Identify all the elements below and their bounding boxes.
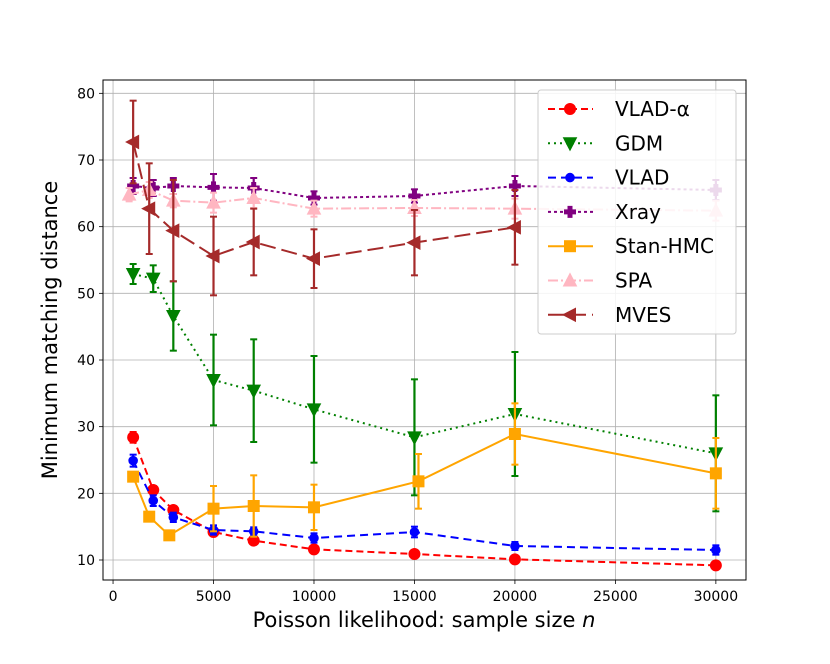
data-point — [409, 527, 420, 537]
data-point — [508, 428, 521, 440]
axis-ticks: 0 5000 10000 15000 20000 25000 30000 10 20 30 40 50… — [77, 86, 738, 605]
gridlines — [103, 80, 746, 580]
data-point — [143, 510, 156, 523]
legend-marker — [564, 240, 576, 253]
data-point — [206, 374, 221, 389]
data-point — [305, 251, 320, 266]
y-tick-label: 20 — [77, 486, 95, 502]
data-point — [205, 248, 220, 264]
legend-marker — [562, 137, 578, 152]
data-point — [121, 186, 137, 201]
y-tick-label: 70 — [77, 153, 95, 169]
data-point — [709, 559, 722, 572]
data-point — [709, 467, 722, 480]
data-point — [148, 495, 159, 506]
legend: VLAD-α GDM VLAD Xray Stan-HMC SPA MVES — [537, 89, 737, 335]
legend-marker — [562, 272, 578, 287]
data-point — [145, 272, 161, 287]
x-axis-label-text: Poisson likelihood: sample size — [253, 608, 576, 632]
data-point — [206, 194, 221, 209]
data-point — [247, 500, 260, 512]
x-tick-label: 10000 — [292, 589, 337, 605]
data-point — [307, 192, 320, 204]
x-tick-label: 20000 — [493, 589, 538, 605]
data-point — [165, 223, 180, 238]
data-point — [168, 512, 179, 523]
legend-label: MVES — [615, 303, 671, 327]
data-point — [506, 220, 521, 235]
legend-marker — [565, 172, 575, 183]
y-tick-label: 40 — [77, 353, 95, 369]
x-tick-label: 0 — [109, 589, 118, 605]
data-point — [307, 543, 320, 556]
data-point — [510, 541, 520, 551]
data-point — [306, 200, 322, 215]
legend-label: VLAD-α — [615, 97, 690, 121]
data-point — [141, 201, 156, 216]
plot-frame — [102, 79, 747, 581]
x-axis-label-variable: n — [582, 608, 595, 632]
data-point — [407, 431, 422, 446]
data-point — [408, 190, 421, 202]
data-point — [711, 545, 721, 555]
x-tick-label: 25000 — [593, 589, 638, 605]
y-tick-label: 50 — [77, 286, 95, 302]
legend-label: GDM — [615, 131, 663, 155]
series-4 — [127, 402, 722, 542]
legend-marker — [564, 103, 576, 115]
legend-marker — [561, 307, 576, 323]
legend-label: Stan-HMC — [615, 234, 714, 258]
data-point — [412, 475, 425, 488]
legend-label: SPA — [615, 269, 652, 293]
series-2 — [128, 453, 721, 556]
data-point — [406, 235, 421, 250]
y-tick-label: 30 — [77, 420, 95, 436]
legend-label: Xray — [615, 200, 661, 224]
data-point — [125, 268, 141, 283]
x-tick-label: 5000 — [196, 589, 232, 605]
data-point — [309, 533, 319, 543]
x-tick-label: 15000 — [392, 589, 437, 605]
data-point — [508, 553, 521, 566]
data-point — [207, 502, 220, 515]
data-point — [127, 470, 140, 483]
data-point — [246, 189, 262, 204]
data-point — [408, 548, 421, 560]
data-point — [306, 403, 322, 418]
legend-marker — [564, 205, 576, 218]
data-point — [128, 455, 138, 466]
series-line — [132, 460, 716, 551]
data-point — [307, 501, 320, 514]
series-6 — [125, 99, 521, 297]
y-tick-label: 10 — [77, 553, 95, 569]
y-tick-label: 60 — [77, 220, 95, 236]
legend-label: VLAD — [615, 166, 669, 190]
data-point — [125, 134, 140, 150]
legend-box — [537, 89, 737, 335]
data-point — [127, 431, 140, 444]
data-point — [166, 310, 181, 325]
data-point — [163, 529, 176, 542]
data-point — [246, 384, 262, 399]
data-point — [245, 234, 260, 250]
x-tick-label: 30000 — [694, 589, 739, 605]
y-tick-label: 80 — [77, 86, 95, 102]
data-point — [147, 484, 160, 496]
x-axis-label: Poisson likelihood: sample size n — [253, 608, 596, 632]
data-point — [508, 180, 521, 192]
y-axis-label: Minimum matching distance — [38, 181, 62, 480]
